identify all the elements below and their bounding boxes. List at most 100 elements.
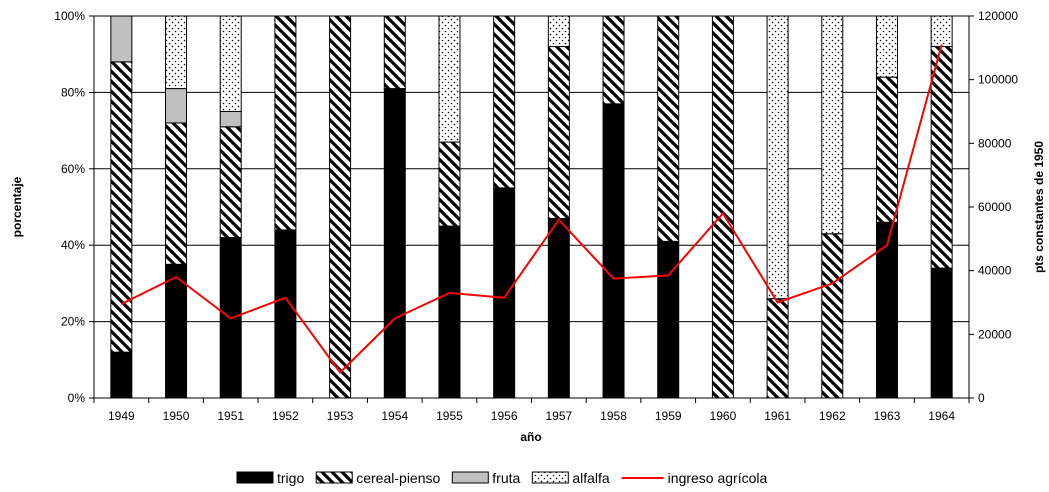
axis-labels: año porcentaje pts constantes de 1950 [10, 141, 1046, 444]
bar-alfalfa-1957 [547, 15, 570, 48]
bar-alfalfa-1955 [438, 15, 461, 143]
legend-item-2: fruta [451, 470, 521, 486]
bar-cereal-pienso-1960 [711, 15, 734, 399]
legend-item-1: cereal-pienso [315, 470, 440, 486]
y2-tick-label: 120000 [978, 9, 1018, 23]
legend-label: trigo [277, 470, 304, 486]
x-tick-label: 1960 [710, 409, 737, 423]
bar-alfalfa-1964 [930, 15, 953, 48]
x-tick-label: 1957 [545, 409, 572, 423]
bar-alfalfa-1961 [766, 15, 789, 300]
bar-stack-1955 [438, 15, 461, 399]
legend-swatch [315, 471, 353, 484]
bar-stack-1954 [383, 15, 406, 399]
legend-item-4: ingreso agrícola [621, 470, 768, 486]
bar-stack-1958 [602, 15, 625, 399]
bar-trigo-1959 [657, 240, 680, 399]
y-tick-label: 80% [61, 85, 85, 99]
bar-cereal-pienso-1964 [930, 46, 953, 269]
x-tick-label: 1950 [163, 409, 190, 423]
x-tick-label: 1961 [764, 409, 791, 423]
x-tick-label: 1959 [655, 409, 682, 423]
x-tick-label: 1955 [436, 409, 463, 423]
bar-cereal-pienso-1954 [383, 15, 406, 90]
y2-axis-title: pts constantes de 1950 [1032, 141, 1046, 273]
bar-fruta-1950 [165, 88, 188, 124]
y2-tick-label: 40000 [978, 264, 1012, 278]
x-axis-title: año [520, 430, 541, 444]
bar-stack-1953 [329, 15, 352, 399]
legend-swatch [451, 471, 489, 484]
bar-cereal-pienso-1961 [766, 298, 789, 399]
bar-fruta-1951 [219, 111, 242, 128]
legend-swatch [236, 471, 274, 484]
y2-tick-label: 60000 [978, 200, 1012, 214]
bar-stack-1949 [110, 15, 133, 399]
bar-trigo-1964 [930, 267, 953, 399]
bar-trigo-1952 [274, 229, 297, 399]
bar-stack-1963 [875, 15, 898, 399]
legend-item-3: alfalfa [531, 470, 610, 486]
bar-cereal-pienso-1957 [547, 46, 570, 219]
bar-cereal-pienso-1953 [329, 15, 352, 399]
bar-cereal-pienso-1952 [274, 15, 297, 231]
bar-trigo-1955 [438, 225, 461, 399]
y-tick-label: 20% [61, 315, 85, 329]
y-tick-label: 0% [68, 391, 86, 405]
bar-stack-1960 [711, 15, 734, 399]
y2-tick-label: 20000 [978, 327, 1012, 341]
bar-cereal-pienso-1949 [110, 61, 133, 353]
bar-alfalfa-1963 [875, 15, 898, 78]
bar-alfalfa-1950 [165, 15, 188, 90]
bar-trigo-1956 [493, 187, 516, 399]
bar-stack-1964 [930, 15, 953, 399]
x-tick-label: 1963 [874, 409, 901, 423]
x-tick-label: 1956 [491, 409, 518, 423]
income-line [120, 44, 943, 375]
bar-stack-1962 [821, 15, 844, 399]
legend-label: cereal-pienso [356, 470, 440, 486]
x-tick-label: 1949 [108, 409, 135, 423]
bar-stack-1951 [219, 15, 242, 399]
legend-swatch [531, 471, 569, 484]
x-tick-label: 1953 [327, 409, 354, 423]
x-tick-label: 1964 [928, 409, 955, 423]
bar-alfalfa-1962 [821, 15, 844, 235]
bar-cereal-pienso-1958 [602, 15, 625, 105]
bar-trigo-1954 [383, 88, 406, 399]
bar-trigo-1957 [547, 217, 570, 399]
bar-trigo-1950 [165, 263, 188, 399]
y2-tick-label: 0 [978, 391, 985, 405]
bar-cereal-pienso-1951 [219, 126, 242, 239]
line-ingreso-agricola [120, 44, 943, 375]
bar-fruta-1949 [110, 15, 133, 63]
x-tick-label: 1954 [381, 409, 408, 423]
y-tick-label: 100% [54, 9, 85, 23]
bar-stack-1956 [493, 15, 516, 399]
bar-stack-1959 [657, 15, 680, 399]
bar-stack-1957 [547, 15, 570, 399]
legend: trigo cereal-pienso fruta alfalfa ingreso ag… [236, 470, 768, 486]
axes: 0% 20% 40% 60% 80% 100% 0 20000 40000 60000 80000 1… [54, 9, 1018, 423]
y-axis-title: porcentaje [10, 176, 24, 237]
bar-trigo-1958 [602, 103, 625, 399]
bar-alfalfa-1951 [219, 15, 242, 112]
bar-cereal-pienso-1963 [875, 76, 898, 223]
bar-stack-1952 [274, 15, 297, 399]
x-tick-label: 1958 [600, 409, 627, 423]
legend-label: ingreso agrícola [668, 470, 768, 486]
bar-cereal-pienso-1955 [438, 141, 461, 227]
x-tick-label: 1951 [217, 409, 244, 423]
y-tick-label: 60% [61, 162, 85, 176]
x-tick-label: 1952 [272, 409, 299, 423]
bar-trigo-1963 [875, 221, 898, 399]
bar-stack-1961 [766, 15, 789, 399]
bar-cereal-pienso-1959 [657, 15, 680, 242]
bar-cereal-pienso-1956 [493, 15, 516, 189]
legend-label: fruta [492, 470, 520, 486]
bar-cereal-pienso-1962 [821, 233, 844, 399]
legend-item-0: trigo [236, 470, 304, 486]
bar-cereal-pienso-1950 [165, 122, 188, 265]
x-tick-label: 1962 [819, 409, 846, 423]
